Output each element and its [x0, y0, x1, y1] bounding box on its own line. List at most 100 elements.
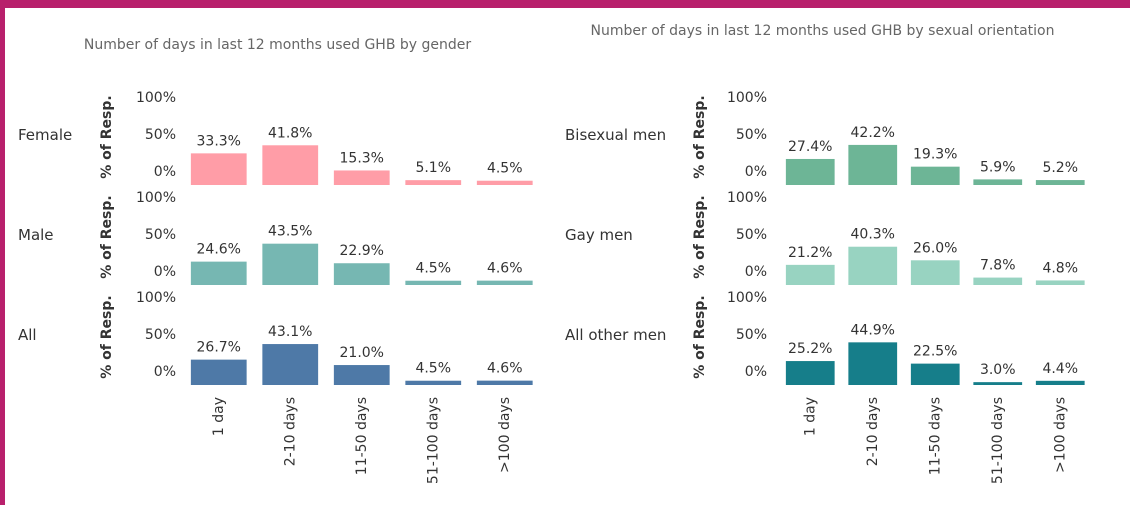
bar: [785, 158, 835, 185]
x-tick-label: 11-50 days: [927, 397, 943, 475]
value-label: 25.2%: [788, 341, 832, 357]
row-label: All: [18, 326, 37, 344]
y-tick-label: 0%: [154, 364, 176, 380]
value-label: 27.4%: [788, 139, 832, 155]
bar: [333, 365, 390, 385]
value-label: 44.9%: [851, 322, 895, 338]
bar: [973, 179, 1023, 185]
x-tick-label: 2-10 days: [282, 397, 298, 466]
y-axis-title: % of Resp.: [99, 295, 115, 378]
y-tick-label: 50%: [145, 127, 176, 143]
x-tick-label: >100 days: [1052, 397, 1068, 473]
bar: [476, 380, 533, 385]
bar: [973, 382, 1023, 385]
y-tick-label: 50%: [736, 327, 767, 343]
bar: [910, 166, 960, 185]
value-label: 22.9%: [340, 243, 384, 259]
value-label: 21.2%: [788, 245, 832, 261]
value-label: 42.2%: [851, 125, 895, 141]
value-label: 19.3%: [913, 147, 957, 163]
bar: [910, 363, 960, 385]
value-label: 4.5%: [415, 361, 451, 377]
y-tick-label: 100%: [727, 290, 767, 306]
x-tick-label: 11-50 days: [354, 397, 370, 475]
y-tick-label: 0%: [154, 164, 176, 180]
value-label: 7.8%: [980, 258, 1016, 274]
bar: [785, 264, 835, 285]
y-tick-label: 100%: [136, 290, 176, 306]
bar: [405, 280, 462, 285]
y-tick-label: 100%: [136, 190, 176, 206]
y-axis-title: % of Resp.: [99, 95, 115, 178]
y-tick-label: 0%: [745, 364, 767, 380]
x-tick-label: >100 days: [497, 397, 513, 473]
row-label: Male: [18, 226, 54, 244]
bar: [262, 344, 319, 385]
bar: [190, 153, 247, 185]
bar: [476, 180, 533, 185]
x-tick-label: 51-100 days: [425, 397, 441, 484]
chart-title: Number of days in last 12 months used GH…: [590, 23, 1055, 39]
value-label: 3.0%: [980, 362, 1016, 378]
value-label: 4.8%: [1042, 260, 1078, 276]
value-label: 41.8%: [268, 125, 312, 141]
value-label: 4.5%: [415, 261, 451, 277]
x-tick-label: 51-100 days: [990, 397, 1006, 484]
bar: [262, 243, 319, 285]
value-label: 21.0%: [340, 345, 384, 361]
value-label: 40.3%: [851, 227, 895, 243]
y-tick-label: 50%: [145, 327, 176, 343]
value-label: 15.3%: [340, 150, 384, 166]
y-axis-title: % of Resp.: [692, 195, 708, 278]
y-tick-label: 50%: [736, 227, 767, 243]
value-label: 4.5%: [487, 161, 523, 177]
bar: [848, 342, 898, 385]
value-label: 43.1%: [268, 324, 312, 340]
row-label: All other men: [565, 326, 667, 344]
bar: [190, 261, 247, 285]
bar: [1035, 180, 1085, 185]
bar: [476, 280, 533, 285]
bar: [1035, 380, 1085, 385]
y-tick-label: 50%: [145, 227, 176, 243]
value-label: 4.4%: [1042, 361, 1078, 377]
value-label: 24.6%: [197, 242, 241, 258]
value-label: 22.5%: [913, 344, 957, 360]
value-label: 33.3%: [197, 133, 241, 149]
value-label: 5.2%: [1042, 160, 1078, 176]
value-label: 4.6%: [487, 361, 523, 377]
y-axis-title: % of Resp.: [99, 195, 115, 278]
bar: [785, 361, 835, 385]
value-label: 5.1%: [415, 160, 451, 176]
y-tick-label: 100%: [727, 190, 767, 206]
y-axis-title: % of Resp.: [692, 295, 708, 378]
bar: [405, 380, 462, 385]
bar: [190, 359, 247, 385]
value-label: 26.0%: [913, 240, 957, 256]
row-label: Female: [18, 126, 73, 144]
y-tick-label: 0%: [745, 264, 767, 280]
x-tick-label: 1 day: [211, 397, 227, 436]
bar: [973, 277, 1023, 285]
value-label: 5.9%: [980, 159, 1016, 175]
y-tick-label: 100%: [727, 90, 767, 106]
bar: [262, 145, 319, 185]
chart-title: Number of days in last 12 months used GH…: [83, 37, 472, 53]
y-tick-label: 0%: [745, 164, 767, 180]
bar: [848, 246, 898, 285]
x-tick-label: 2-10 days: [865, 397, 881, 466]
row-label: Bisexual men: [565, 126, 667, 144]
y-tick-label: 0%: [154, 264, 176, 280]
bar: [848, 144, 898, 185]
x-tick-label: 1 day: [802, 397, 818, 436]
value-label: 43.5%: [268, 224, 312, 240]
bar: [333, 263, 390, 285]
y-axis-title: % of Resp.: [692, 95, 708, 178]
bar: [1035, 280, 1085, 285]
bar: [910, 260, 960, 285]
value-label: 4.6%: [487, 261, 523, 277]
value-label: 26.7%: [197, 340, 241, 356]
